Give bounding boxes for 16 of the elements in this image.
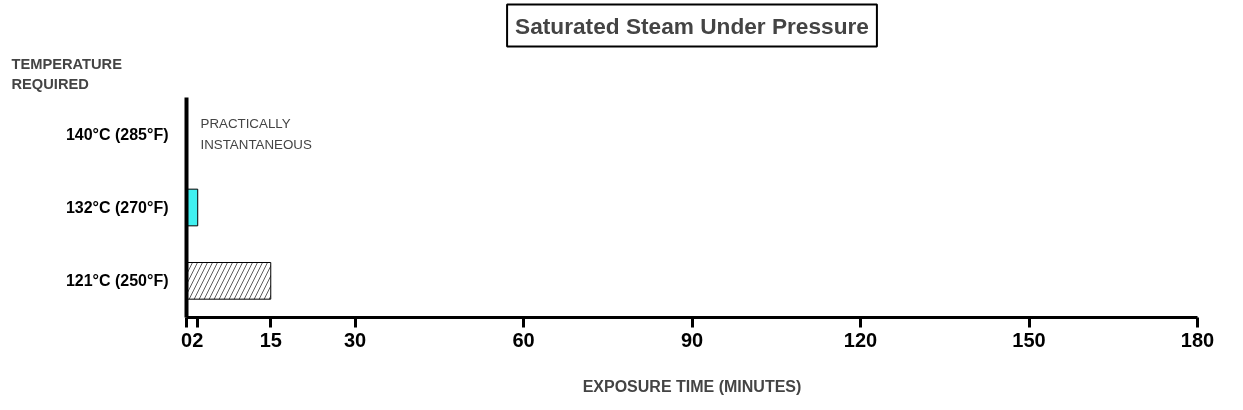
x-tick-label: 60 [512, 328, 535, 351]
y-tick-label: 132°C (270°F) [65, 199, 169, 216]
x-tick-label: 15 [259, 328, 282, 351]
x-axis-title: EXPOSURE TIME (MINUTES) [582, 377, 802, 395]
x-tick-label: 150 [1012, 328, 1046, 351]
x-tick-label: 30 [343, 328, 367, 351]
y-tick-label: 121°C (250°F) [65, 272, 169, 290]
x-tick-label: 0 [180, 328, 193, 351]
chart-title: Saturated Steam Under Pressure [515, 12, 869, 39]
y-tick-label: 140°C (285°F) [65, 125, 169, 143]
x-tick-label: 90 [680, 328, 704, 351]
annotation: PRACTICALLY INSTANTANEOUS [200, 116, 312, 153]
x-tick-label: 2 [192, 328, 204, 351]
y-axis-title: TEMPERATURE REQUIRED [11, 55, 123, 93]
x-tick-label: 120 [843, 328, 878, 351]
x-tick-label: 180 [1180, 328, 1215, 351]
